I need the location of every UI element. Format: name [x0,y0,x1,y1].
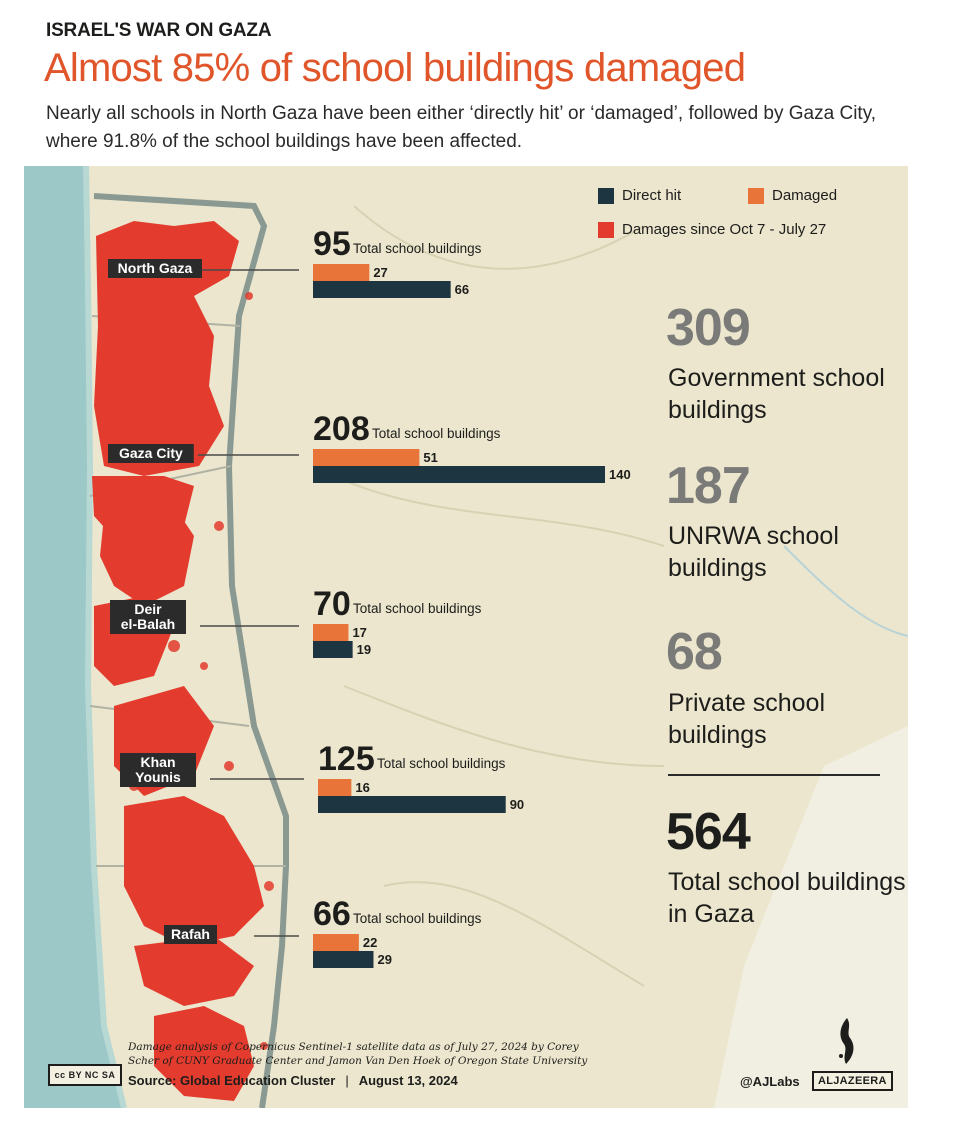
stat-total-label: Total school buildings in Gaza [668,868,906,928]
stat-government-value: 309 [666,299,751,357]
value-direct-hit-rafah: 29 [377,952,391,967]
legend-damages-since: Damages since Oct 7 - July 27 [598,221,826,238]
value-direct-hit-khan-younis: 90 [510,797,524,812]
total-value-gaza-city: 208 [313,410,370,448]
region-label-khan-younis: Khan [141,754,176,770]
stat-private-value: 68 [666,623,723,681]
bar-damaged-gaza-city [313,449,420,466]
value-damaged-deir-el-balah: 17 [352,625,366,640]
region-label-deir-el-balah: Deir [134,601,162,617]
value-damaged-rafah: 22 [363,935,377,950]
bar-damaged-north-gaza [313,264,370,281]
region-label-box-gaza-city [108,444,194,463]
region-label-box-deir-el-balah [110,600,186,634]
total-value-north-gaza: 95 [313,225,351,263]
region-label-khan-younis: Younis [135,769,181,785]
total-value-khan-younis: 125 [318,740,375,778]
total-caption-gaza-city: Total school buildings [372,426,501,441]
region-label-rafah: Rafah [171,926,210,942]
bar-direct-hit-rafah [313,951,374,968]
region-label-gaza-city: Gaza City [119,445,183,461]
total-value-deir-el-balah: 70 [313,585,351,623]
bar-direct-hit-khan-younis [318,796,506,813]
footer-source: Source: Global Education Cluster [128,1073,336,1088]
legend-damages-since-label: Damages since Oct 7 - July 27 [622,221,827,238]
map-panel: Direct hit Damaged Damages since Oct 7 -… [24,166,908,1108]
subtitle: Nearly all schools in North Gaza have be… [46,103,877,152]
stat-total-value: 564 [666,803,751,861]
bar-damaged-deir-el-balah [313,624,349,641]
bar-direct-hit-deir-el-balah [313,641,353,658]
gaza-border [93,193,289,1108]
region-label-north-gaza: North Gaza [118,260,193,276]
stat-unrwa-label: UNRWA school buildings [668,522,839,582]
value-damaged-north-gaza: 27 [373,265,387,280]
aljazeera-brand: ALJAZEERA [812,1071,893,1091]
value-direct-hit-deir-el-balah: 19 [357,642,371,657]
value-damaged-gaza-city: 51 [423,450,437,465]
legend-damaged-label: Damaged [772,187,838,204]
legend-direct-hit: Direct hit [598,187,681,204]
stat-private-label: Private school buildings [668,689,826,749]
value-direct-hit-gaza-city: 140 [609,467,631,482]
region-label-deir-el-balah: el-Balah [121,616,175,632]
bar-damaged-khan-younis [318,779,352,796]
total-caption-north-gaza: Total school buildings [353,241,482,256]
ajlabs-handle: @AJLabs [740,1074,800,1089]
footer-note: Damage analysis of Copernicus Sentinel-1… [128,1041,588,1067]
legend-direct-hit-label: Direct hit [622,187,682,204]
page-title: Almost 85% of school buildings damaged [44,46,746,90]
legend-damaged: Damaged [748,187,837,204]
stat-government-label: Government school buildings [668,364,885,424]
cc-license-badge: cc BY NC SA [48,1064,122,1086]
total-caption-khan-younis: Total school buildings [377,756,506,771]
damage-area-swatch [598,221,614,238]
footer-date: August 13, 2024 [358,1073,458,1088]
bar-direct-hit-north-gaza [313,281,451,298]
total-caption-deir-el-balah: Total school buildings [353,601,482,616]
region-label-box-north-gaza [108,259,202,278]
total-value-rafah: 66 [313,895,351,933]
region-label-box-khan-younis [120,753,196,787]
region-label-box-rafah [164,925,217,944]
bar-damaged-rafah [313,934,359,951]
aljazeera-logo-icon [839,1018,854,1064]
kicker: ISRAEL'S WAR ON GAZA [46,20,272,41]
direct-hit-swatch [598,187,614,204]
bar-direct-hit-gaza-city [313,466,605,483]
total-caption-rafah: Total school buildings [353,911,482,926]
footer-separator: | [345,1073,349,1088]
damaged-swatch [748,187,764,204]
stat-unrwa-value: 187 [666,457,751,515]
value-direct-hit-north-gaza: 66 [455,282,469,297]
footer-source-line: Source: Global Education Cluster | August … [128,1073,458,1088]
value-damaged-khan-younis: 16 [355,780,369,795]
gaza-map [24,166,908,1108]
stats-divider [668,774,880,776]
damage-areas [92,221,264,1101]
sea-area [24,166,124,1108]
